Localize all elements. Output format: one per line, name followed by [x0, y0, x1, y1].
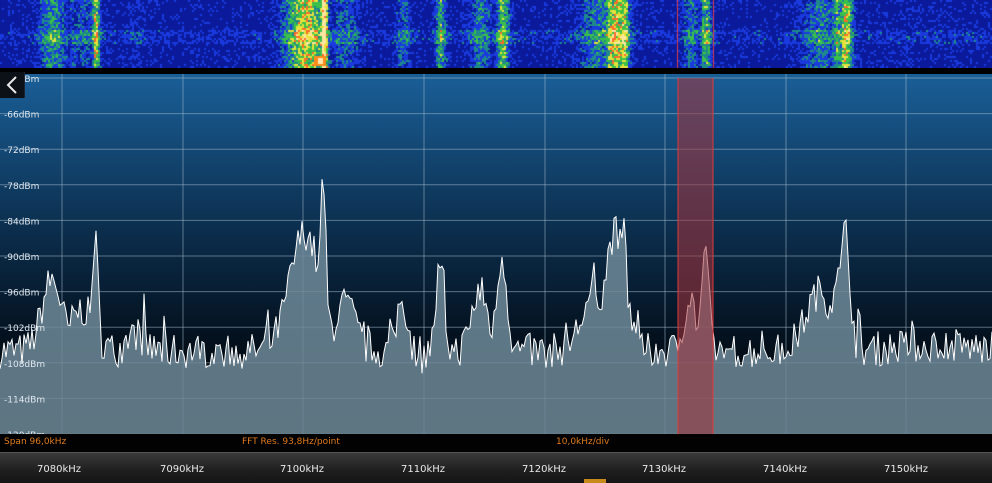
- chevron-left-icon: [6, 76, 17, 94]
- db-label: -96dBm: [4, 289, 39, 299]
- freq-label: 7150kHz: [884, 464, 929, 475]
- db-label: -72dBm: [4, 146, 39, 156]
- waterfall-display[interactable]: [0, 0, 992, 68]
- fft-resolution-label: FFT Res. 93,8Hz/point: [242, 437, 340, 447]
- waterfall-separator: [0, 68, 992, 74]
- spectrum-fill: [0, 179, 992, 434]
- db-label: -84dBm: [4, 217, 39, 227]
- back-button[interactable]: [0, 72, 25, 98]
- info-bar: Span 96,0kHz FFT Res. 93,8Hz/point 10,0k…: [0, 434, 992, 452]
- freq-label: 7130kHz: [642, 464, 687, 475]
- db-label: -90dBm: [4, 253, 39, 263]
- freq-label: 7100kHz: [280, 464, 325, 475]
- freq-label: 7080kHz: [37, 464, 82, 475]
- tuning-marker[interactable]: [584, 479, 606, 483]
- db-label: -108dBm: [4, 360, 45, 370]
- db-label: -114dBm: [4, 395, 45, 405]
- selection-band[interactable]: [678, 78, 713, 434]
- freq-label: 7120kHz: [522, 464, 567, 475]
- db-label: -78dBm: [4, 182, 39, 192]
- freq-label: 7110kHz: [401, 464, 446, 475]
- db-label: -120dBm: [4, 431, 45, 434]
- frequency-axis[interactable]: 7080kHz 7090kHz 7100kHz 7110kHz 7120kHz …: [0, 452, 992, 483]
- db-label: -102dBm: [4, 324, 45, 334]
- span-label: Span 96,0kHz: [4, 437, 67, 447]
- db-label: -66dBm: [4, 111, 39, 121]
- freq-label: 7140kHz: [763, 464, 808, 475]
- spectrum-display[interactable]: -60dBm-66dBm-72dBm-78dBm-84dBm-90dBm-96d…: [0, 74, 992, 434]
- division-label: 10,0kHz/div: [556, 437, 610, 447]
- freq-label: 7090kHz: [160, 464, 205, 475]
- spectrum-trace: [0, 179, 992, 374]
